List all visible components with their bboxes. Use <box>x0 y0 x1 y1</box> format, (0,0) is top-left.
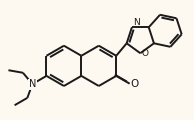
Text: N: N <box>133 18 139 27</box>
Text: N: N <box>29 79 36 89</box>
Text: O: O <box>131 79 139 89</box>
Text: O: O <box>141 49 148 58</box>
